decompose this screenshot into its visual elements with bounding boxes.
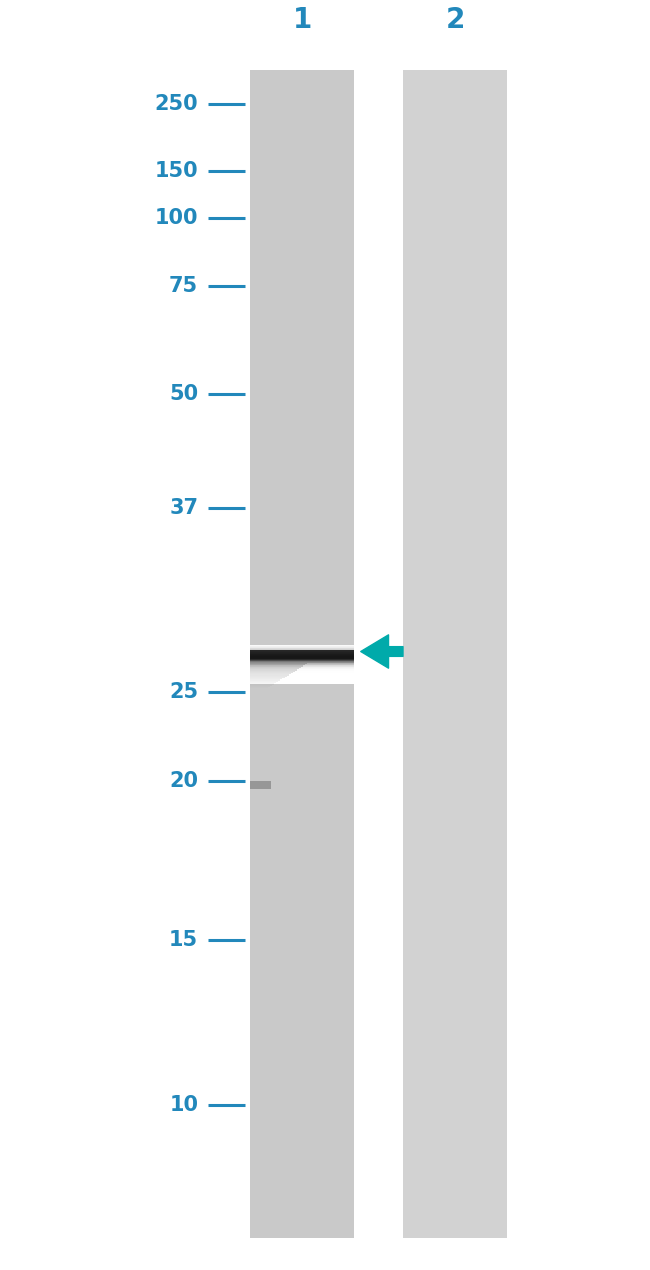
Text: 2: 2 [445,6,465,34]
Text: 100: 100 [155,208,198,229]
Bar [250,682,276,683]
Bar [250,687,268,688]
Bar [250,673,291,674]
Text: 50: 50 [169,384,198,404]
Bar [250,667,301,668]
Bar [250,665,304,667]
Bar [250,668,299,669]
Bar [250,663,307,664]
Bar [250,781,271,789]
Text: 20: 20 [169,771,198,791]
Text: 15: 15 [169,930,198,950]
Bar [250,686,270,687]
Bar [250,650,354,659]
Text: 25: 25 [169,682,198,702]
Bar [250,678,283,679]
Bar [250,70,354,1238]
Text: 1: 1 [292,6,312,34]
Text: 150: 150 [155,161,198,182]
Text: 37: 37 [169,498,198,518]
Bar [403,70,507,1238]
Text: 250: 250 [155,94,198,114]
Text: 10: 10 [169,1095,198,1115]
Bar [250,683,274,685]
Text: 75: 75 [169,276,198,296]
Bar [250,681,278,682]
Bar [250,672,293,673]
Bar [250,674,289,676]
Bar [250,679,280,681]
Bar [250,664,306,665]
Bar [250,671,295,672]
Bar [250,676,287,677]
